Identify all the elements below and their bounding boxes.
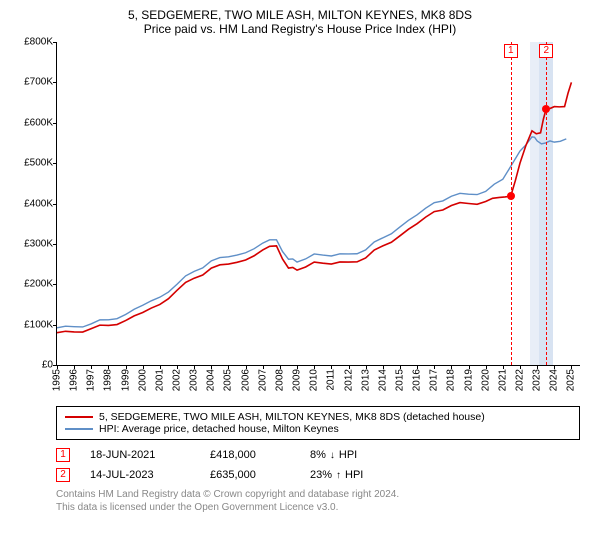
x-tick-label: 2020 <box>480 369 491 391</box>
delta-percent: 23% <box>310 469 332 481</box>
delta-reference: HPI <box>345 469 363 481</box>
transaction-delta: 23% ↑ HPI <box>310 469 400 481</box>
y-tick <box>53 42 57 43</box>
chart-container: 5, SEDGEMERE, TWO MILE ASH, MILTON KEYNE… <box>0 0 600 560</box>
arrow-down-icon: ↓ <box>330 450 335 461</box>
x-tick-label: 1997 <box>86 369 97 391</box>
legend: 5, SEDGEMERE, TWO MILE ASH, MILTON KEYNE… <box>56 406 580 440</box>
marker-label: 2 <box>539 44 553 58</box>
chart-area: £0£100K£200K£300K£400K£500K£600K£700K£80… <box>56 42 580 402</box>
y-tick <box>53 244 57 245</box>
legend-swatch <box>65 428 93 430</box>
series-property <box>57 82 571 332</box>
x-tick-label: 2024 <box>549 369 560 391</box>
x-tick-label: 1999 <box>120 369 131 391</box>
y-tick <box>53 204 57 205</box>
x-tick-label: 2008 <box>274 369 285 391</box>
y-tick-label: £400K <box>24 198 53 209</box>
transaction-delta: 8% ↓ HPI <box>310 449 400 461</box>
marker-dot <box>507 192 515 200</box>
y-tick-label: £800K <box>24 37 53 48</box>
x-tick-label: 2004 <box>206 369 217 391</box>
transaction-index: 1 <box>56 448 70 462</box>
x-tick-label: 2014 <box>377 369 388 391</box>
x-tick-label: 2023 <box>532 369 543 391</box>
transaction-date: 14-JUL-2023 <box>90 469 190 481</box>
transaction-index: 2 <box>56 468 70 482</box>
y-tick <box>53 284 57 285</box>
x-tick-label: 2011 <box>326 369 337 391</box>
transaction-row: 2 14-JUL-2023 £635,000 23% ↑ HPI <box>56 468 580 482</box>
x-tick-label: 1996 <box>69 369 80 391</box>
y-tick <box>53 163 57 164</box>
plot-area: £0£100K£200K£300K£400K£500K£600K£700K£80… <box>56 42 580 366</box>
marker-line <box>546 42 547 365</box>
legend-label: HPI: Average price, detached house, Milt… <box>99 423 339 435</box>
x-tick-label: 2021 <box>497 369 508 391</box>
x-tick-label: 2000 <box>137 369 148 391</box>
x-tick-label: 2025 <box>566 369 577 391</box>
x-tick-label: 2010 <box>309 369 320 391</box>
marker-line <box>511 42 512 365</box>
attribution-line: This data is licensed under the Open Gov… <box>56 501 580 514</box>
chart-title: 5, SEDGEMERE, TWO MILE ASH, MILTON KEYNE… <box>14 8 586 22</box>
x-tick-label: 2002 <box>172 369 183 391</box>
transaction-price: £635,000 <box>210 469 290 481</box>
attribution: Contains HM Land Registry data © Crown c… <box>56 488 580 514</box>
y-tick <box>53 123 57 124</box>
y-tick-label: £500K <box>24 158 53 169</box>
x-tick-label: 2009 <box>292 369 303 391</box>
delta-reference: HPI <box>339 449 357 461</box>
y-tick <box>53 82 57 83</box>
marker-label: 1 <box>504 44 518 58</box>
y-tick <box>53 325 57 326</box>
delta-percent: 8% <box>310 449 326 461</box>
legend-item: HPI: Average price, detached house, Milt… <box>65 423 571 435</box>
x-tick-label: 2022 <box>514 369 525 391</box>
x-tick-label: 2019 <box>463 369 474 391</box>
y-tick-label: £200K <box>24 279 53 290</box>
transaction-price: £418,000 <box>210 449 290 461</box>
x-tick-label: 2006 <box>240 369 251 391</box>
arrow-up-icon: ↑ <box>336 470 341 481</box>
y-tick-label: £700K <box>24 77 53 88</box>
transaction-row: 1 18-JUN-2021 £418,000 8% ↓ HPI <box>56 448 580 462</box>
x-tick-label: 2013 <box>360 369 371 391</box>
legend-label: 5, SEDGEMERE, TWO MILE ASH, MILTON KEYNE… <box>99 411 485 423</box>
x-tick-label: 2005 <box>223 369 234 391</box>
x-tick-label: 2007 <box>257 369 268 391</box>
legend-swatch <box>65 416 93 418</box>
x-tick-label: 1995 <box>52 369 63 391</box>
x-tick-label: 2003 <box>189 369 200 391</box>
series-hpi <box>57 137 566 328</box>
x-tick-label: 2015 <box>394 369 405 391</box>
chart-subtitle: Price paid vs. HM Land Registry's House … <box>14 22 586 36</box>
transaction-date: 18-JUN-2021 <box>90 449 190 461</box>
x-tick-label: 2012 <box>343 369 354 391</box>
legend-item: 5, SEDGEMERE, TWO MILE ASH, MILTON KEYNE… <box>65 411 571 423</box>
marker-dot <box>542 105 550 113</box>
x-tick-label: 2016 <box>412 369 423 391</box>
x-tick-label: 2001 <box>154 369 165 391</box>
transactions-table: 1 18-JUN-2021 £418,000 8% ↓ HPI 2 14-JUL-2023 £6… <box>56 448 580 482</box>
attribution-line: Contains HM Land Registry data © Crown c… <box>56 488 580 501</box>
y-tick-label: £300K <box>24 238 53 249</box>
y-tick-label: £600K <box>24 117 53 128</box>
y-tick-label: £100K <box>24 319 53 330</box>
x-tick-label: 2017 <box>429 369 440 391</box>
x-tick-label: 2018 <box>446 369 457 391</box>
series-layer <box>57 42 580 365</box>
x-tick-label: 1998 <box>103 369 114 391</box>
